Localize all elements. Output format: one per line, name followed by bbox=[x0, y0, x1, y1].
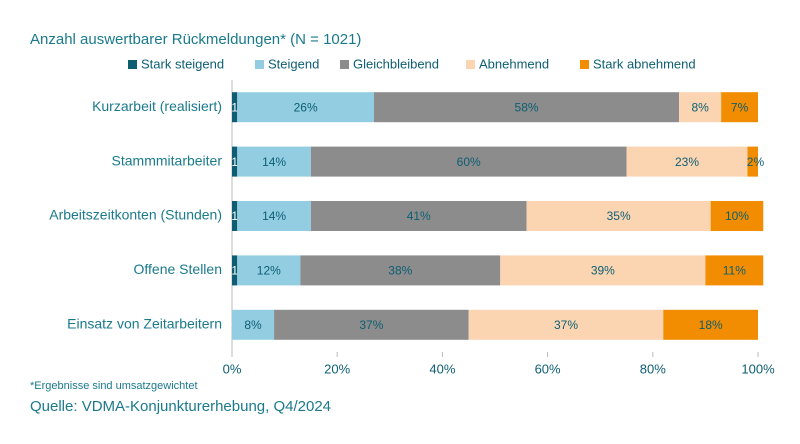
bar-segment bbox=[274, 309, 469, 340]
bar-segment bbox=[232, 309, 275, 340]
x-tick-label: 20% bbox=[324, 361, 350, 376]
bar-segment bbox=[626, 146, 748, 177]
legend-label: Stark abnehmend bbox=[593, 56, 696, 71]
legend-swatch bbox=[466, 60, 475, 69]
value-label: 26% bbox=[294, 100, 318, 114]
legend-swatch bbox=[255, 60, 264, 69]
category-label: Kurzarbeit (realisiert) bbox=[92, 98, 222, 114]
bar-segment bbox=[232, 201, 238, 231]
value-label: 12% bbox=[257, 264, 281, 278]
category-label: Offene Stellen bbox=[134, 261, 222, 277]
category-label: Einsatz von Zeitarbeitern bbox=[67, 316, 222, 332]
legend-swatch bbox=[128, 60, 137, 69]
value-label: 60% bbox=[457, 155, 481, 169]
bar-segment bbox=[705, 255, 764, 286]
bar-segment bbox=[526, 201, 711, 231]
legend-swatch bbox=[580, 60, 589, 69]
bar-segment bbox=[374, 92, 680, 123]
value-label: 23% bbox=[675, 155, 699, 169]
bar-segment bbox=[237, 146, 311, 177]
x-tick-label: 100% bbox=[741, 361, 775, 376]
bar-segment bbox=[310, 146, 627, 177]
legend-label: Abnehmend bbox=[479, 56, 549, 71]
value-label: 2% bbox=[747, 155, 765, 169]
footnote: *Ergebnisse sind umsatzgewichtet bbox=[30, 380, 198, 392]
x-tick-label: 60% bbox=[535, 361, 561, 376]
chart-title: Anzahl auswertbarer Rückmeldungen* (N = … bbox=[30, 31, 361, 48]
bar-segment bbox=[468, 309, 664, 340]
value-label: 58% bbox=[515, 100, 539, 114]
value-label: 39% bbox=[591, 264, 615, 278]
x-tick-label: 40% bbox=[429, 361, 455, 376]
bar-segment bbox=[237, 92, 375, 123]
bar-segment bbox=[310, 201, 527, 231]
value-label: 8% bbox=[691, 100, 709, 114]
value-label: 8% bbox=[244, 318, 262, 332]
bar-segment bbox=[679, 92, 722, 123]
value-label: 41% bbox=[407, 209, 431, 223]
bar-segment bbox=[500, 255, 706, 286]
bar-segment bbox=[721, 92, 758, 123]
value-label: 10% bbox=[725, 209, 749, 223]
legend-label: Gleichbleibend bbox=[353, 56, 439, 71]
bar-segment bbox=[232, 255, 238, 286]
value-label: 37% bbox=[554, 318, 578, 332]
bar-segment bbox=[663, 309, 758, 340]
value-label: 11% bbox=[723, 264, 746, 278]
bar-segment bbox=[300, 255, 501, 286]
legend-label: Stark steigend bbox=[141, 56, 224, 71]
value-label: 14% bbox=[262, 155, 286, 169]
bar-segment bbox=[232, 92, 238, 123]
x-tick-label: 80% bbox=[640, 361, 666, 376]
source: Quelle: VDMA-Konjunkturerhebung, Q4/2024 bbox=[30, 398, 331, 415]
value-label: 35% bbox=[607, 209, 631, 223]
bar-segment bbox=[710, 201, 764, 231]
bar-segment bbox=[232, 146, 238, 177]
legend-swatch bbox=[340, 60, 349, 69]
value-label: 38% bbox=[388, 264, 412, 278]
value-label: 7% bbox=[731, 100, 749, 114]
bar-segment bbox=[747, 146, 758, 177]
value-label: 14% bbox=[262, 209, 286, 223]
value-label: 37% bbox=[359, 318, 383, 332]
value-label: 18% bbox=[699, 318, 723, 332]
x-tick-label: 0% bbox=[223, 361, 242, 376]
category-label: Arbeitszeitkonten (Stunden) bbox=[49, 207, 222, 223]
category-label: Stammmitarbeiter bbox=[112, 152, 223, 168]
bar-segment bbox=[237, 255, 301, 286]
legend-label: Steigend bbox=[268, 56, 319, 71]
bar-segment bbox=[237, 201, 311, 231]
